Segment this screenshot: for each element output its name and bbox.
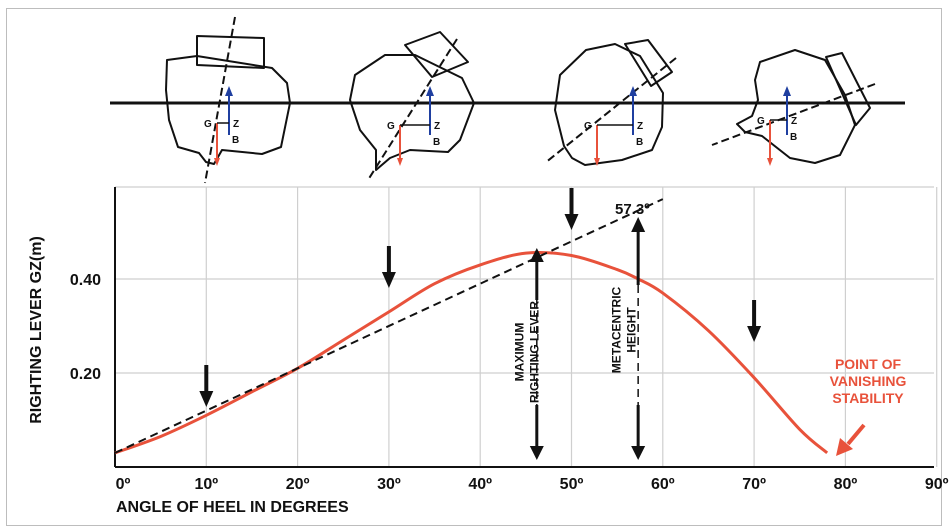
ship-hull (165, 55, 291, 165)
point-g-label: G (204, 119, 212, 130)
arrow-head-icon (214, 158, 220, 166)
metacentric-height-label: METACENTRIC HEIGHT (610, 286, 639, 373)
svg-text:VANISHING: VANISHING (830, 373, 907, 389)
ship-heel-70 (711, 49, 876, 164)
y-axis-title: RIGHTING LEVER GZ(m) (28, 236, 45, 424)
ship-forces-30: G ZB (387, 86, 440, 166)
ship-hull (349, 54, 475, 171)
figure-frame (6, 8, 942, 526)
svg-text:HEIGHT: HEIGHT (625, 307, 639, 353)
x-axis-title: ANGLE OF HEEL IN DEGREES (116, 499, 349, 516)
x-tick-label: 30º (377, 476, 401, 493)
y-tick-label: 0.20 (70, 366, 101, 383)
max-righting-lever-label: MAXIMUM RIGHTING LEVER (512, 301, 541, 403)
x-tick-label: 0º (116, 476, 131, 493)
ship-centerline (544, 57, 677, 164)
svg-text:POINT OF: POINT OF (835, 356, 902, 372)
x-tick-label: 70º (742, 476, 766, 493)
arrow-head-icon (594, 158, 600, 166)
point-b-label: B (232, 135, 239, 146)
ship-superstructure (404, 31, 469, 78)
point-g-label: G (757, 116, 765, 127)
arrow-head-icon (426, 86, 434, 96)
ship-centerline (367, 38, 458, 181)
svg-text:METACENTRIC: METACENTRIC (610, 286, 624, 373)
heel-marker-arrow (199, 365, 214, 407)
ship-centerline (204, 16, 236, 184)
x-tick-label: 80º (834, 476, 858, 493)
metacentric-height-arrow (631, 217, 646, 460)
arrow-head-icon (225, 86, 233, 96)
x-tick-label: 10º (194, 476, 218, 493)
x-tick-label: 40º (468, 476, 492, 493)
heel-marker-arrow (381, 246, 396, 288)
point-b-label: B (790, 132, 797, 143)
ship-hull (554, 43, 664, 166)
gz-curve (114, 250, 829, 455)
arrow-head-icon (783, 86, 791, 96)
tangent-line (114, 198, 664, 454)
ship-forces-50: G ZB (584, 86, 643, 166)
point-z-label: Z (233, 119, 239, 130)
ship-heel-30 (349, 31, 475, 181)
y-tick-label: 0.40 (70, 272, 101, 289)
x-tick-label: 20º (286, 476, 310, 493)
point-z-label: Z (791, 116, 797, 127)
ship-centerline (711, 83, 876, 146)
ship-heel-10 (165, 16, 291, 184)
point-b-label: B (433, 137, 440, 148)
x-tick-label: 50º (560, 476, 584, 493)
vanishing-pointer-arrow (836, 423, 866, 456)
max-righting-lever-arrow (529, 248, 544, 460)
svg-text:RIGHTING LEVER: RIGHTING LEVER (527, 301, 541, 403)
x-tick-label: 90º (925, 476, 949, 493)
ship-heel-50 (544, 39, 677, 166)
arrow-head-icon (397, 158, 403, 166)
ship-superstructure (825, 52, 871, 126)
point-z-label: Z (637, 121, 643, 132)
point-z-label: Z (434, 121, 440, 132)
ship-hull (736, 49, 856, 164)
arrow-head-icon (767, 158, 773, 166)
heel-marker-arrow (564, 188, 579, 230)
tangent-angle-label: 57.3º (615, 201, 650, 218)
ship-forces-70: G ZB (757, 86, 797, 166)
point-b-label: B (636, 137, 643, 148)
svg-text:MAXIMUM: MAXIMUM (512, 323, 526, 382)
ship-forces-10: G ZB (204, 86, 239, 166)
heel-marker-arrow (747, 300, 762, 342)
point-g-label: G (584, 121, 592, 132)
arrow-head-icon (629, 86, 637, 96)
svg-text:STABILITY: STABILITY (832, 390, 904, 406)
ship-superstructure (624, 39, 673, 87)
point-g-label: G (387, 121, 395, 132)
x-tick-label: 60º (651, 476, 675, 493)
